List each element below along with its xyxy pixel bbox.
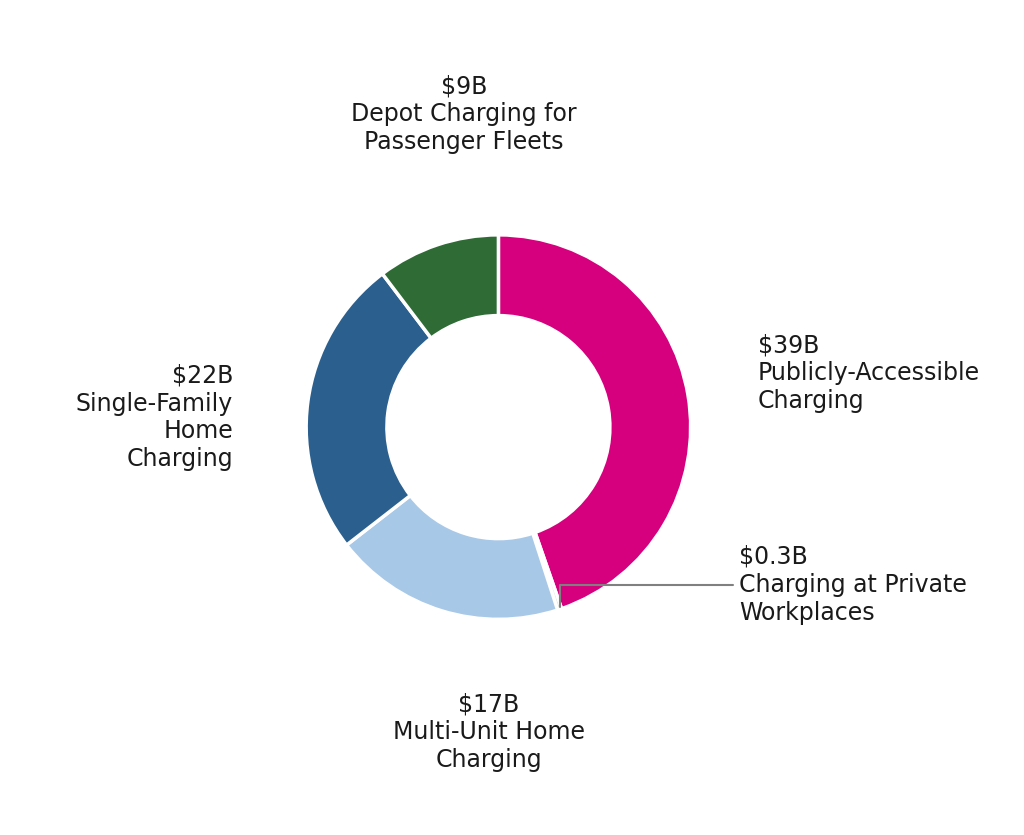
Text: $39B
Publicly-Accessible
Charging: $39B Publicly-Accessible Charging	[758, 333, 980, 413]
Text: $22B
Single-Family
Home
Charging: $22B Single-Family Home Charging	[76, 364, 233, 471]
Text: $17B
Multi-Unit Home
Charging: $17B Multi-Unit Home Charging	[393, 692, 585, 772]
Text: $0.3B
Charging at Private
Workplaces: $0.3B Charging at Private Workplaces	[559, 545, 967, 625]
Wedge shape	[532, 533, 561, 610]
Text: $9B
Depot Charging for
Passenger Fleets: $9B Depot Charging for Passenger Fleets	[351, 74, 577, 154]
Wedge shape	[346, 495, 558, 620]
Wedge shape	[306, 274, 431, 545]
Wedge shape	[382, 235, 499, 338]
Wedge shape	[499, 235, 690, 609]
